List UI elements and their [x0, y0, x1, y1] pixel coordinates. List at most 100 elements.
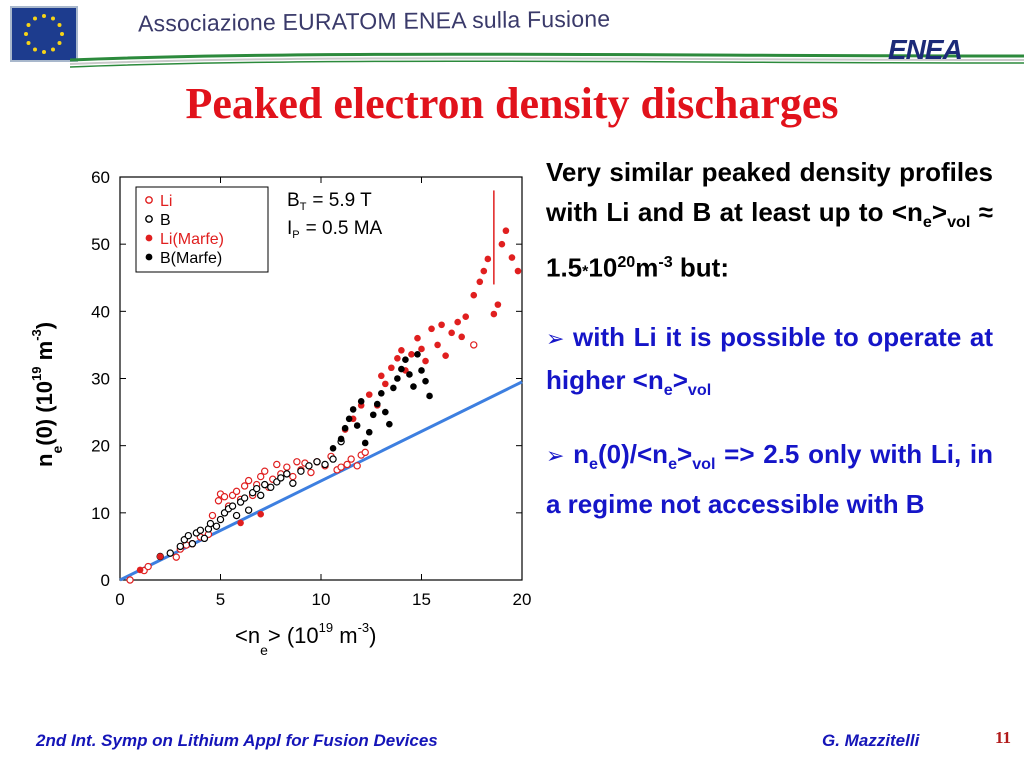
bullet-higher-density: ➢ with Li it is possible to operate at h…	[546, 321, 993, 400]
data-point-li-marfe	[237, 519, 244, 527]
page-number: 11	[995, 728, 1012, 747]
legend-marker-b	[145, 215, 153, 223]
data-point-b-marfe	[382, 408, 389, 416]
data-point-b	[277, 474, 285, 482]
data-point-b-marfe	[402, 356, 409, 363]
data-point-li-marfe	[508, 254, 516, 261]
data-point-b	[267, 483, 275, 492]
y-tick-label: 60	[91, 168, 110, 187]
x-tick-label: 10	[312, 590, 331, 609]
data-point-li-marfe	[428, 325, 435, 333]
data-point-li	[293, 458, 301, 466]
data-point-li-marfe	[448, 329, 455, 337]
data-point-li-marfe	[365, 391, 373, 398]
y-tick-label: 50	[91, 235, 110, 254]
ip-value: = 0.5 MA	[306, 218, 383, 239]
legend-box	[135, 186, 269, 273]
data-point-li-marfe	[462, 313, 470, 321]
chart-annotation: BT = 5.9 T IP = 0.5 MA	[287, 190, 383, 241]
data-point-b-marfe	[398, 365, 405, 373]
enea-logo: ENEA	[888, 34, 963, 65]
arrow-bullet-icon: ➢	[546, 444, 565, 470]
data-point-li-marfe	[136, 566, 144, 574]
data-point-li	[244, 476, 253, 485]
data-point-li-marfe	[438, 321, 445, 329]
data-point-b	[212, 522, 221, 530]
data-point-b-marfe	[341, 424, 349, 432]
data-point-b-marfe	[390, 384, 397, 392]
axis-ticks	[119, 176, 523, 581]
y-tick-label: 0	[101, 571, 110, 590]
data-point-li-marfe	[470, 291, 478, 299]
data-point-b	[200, 534, 209, 543]
bullet-peaking-factor: ➢ ne(0)/<ne>vol => 2.5 only with Li, in …	[546, 439, 993, 520]
data-point-li-marfe	[398, 346, 405, 354]
data-point-li	[208, 511, 217, 520]
data-point-li-marfe	[458, 333, 466, 341]
ip-label: I	[287, 218, 292, 239]
arrow-bullet-icon: ➢	[546, 326, 565, 352]
data-point-li	[353, 462, 361, 470]
data-point-b-marfe	[426, 392, 433, 400]
data-point-li	[214, 497, 223, 505]
data-point-li	[283, 463, 291, 471]
data-point-b	[196, 526, 205, 534]
header-swoosh	[70, 52, 1024, 68]
bt-value: = 5.9 T	[312, 190, 372, 211]
data-point-b	[166, 549, 174, 557]
data-point-li	[220, 493, 229, 501]
data-points	[126, 227, 522, 584]
data-point-b	[176, 542, 184, 551]
ip-sub: P	[292, 229, 299, 241]
data-point-li	[361, 448, 369, 457]
data-point-b-marfe	[365, 428, 373, 436]
legend-marker-li-marfe	[145, 234, 153, 242]
data-point-b-marfe	[369, 411, 377, 419]
data-point-li	[289, 472, 297, 481]
data-point-li	[337, 463, 345, 471]
data-point-b	[184, 531, 193, 540]
data-point-b	[283, 470, 291, 478]
legend-label-b: B	[160, 212, 171, 229]
y-tick-label: 30	[91, 370, 110, 389]
slide-title: Peaked electron density discharges	[185, 79, 839, 128]
x-tick-label: 20	[513, 590, 532, 609]
bt-sub: T	[300, 201, 307, 213]
data-point-b	[329, 455, 337, 463]
data-point-li-marfe	[394, 355, 401, 362]
data-point-b	[188, 540, 197, 548]
data-point-b	[297, 467, 305, 475]
data-point-b-marfe	[373, 400, 381, 408]
y-tick-label: 10	[91, 504, 110, 523]
intro-paragraph: Very similar peaked density profiles wit…	[546, 157, 993, 283]
data-point-li	[347, 455, 355, 463]
data-point-li	[470, 341, 478, 349]
data-point-b-marfe	[406, 371, 413, 378]
data-point-li	[126, 576, 134, 584]
data-point-b-marfe	[337, 435, 345, 443]
y-tick-label: 20	[91, 437, 110, 456]
data-point-b-marfe	[414, 351, 421, 358]
data-point-b-marfe	[345, 415, 353, 423]
data-point-b-marfe	[418, 367, 425, 374]
data-point-b-marfe	[361, 439, 369, 447]
data-point-li-marfe	[502, 227, 510, 235]
data-point-li	[240, 482, 249, 490]
slide-text: Very similar peaked density profiles wit…	[546, 152, 993, 524]
bt-label: B	[287, 190, 300, 211]
data-point-li-marfe	[442, 352, 449, 359]
data-point-b	[313, 458, 321, 466]
legend-label-li: Li	[160, 193, 172, 210]
legend: Li B Li(Marfe) B(Marfe)	[145, 193, 224, 267]
data-point-b	[244, 506, 253, 514]
data-point-li-marfe	[484, 255, 492, 263]
data-point-li-marfe	[494, 301, 502, 308]
data-point-b	[289, 479, 297, 487]
data-point-li-marfe	[257, 510, 265, 518]
data-point-b-marfe	[329, 445, 337, 452]
legend-marker-li	[145, 196, 153, 204]
data-point-li-marfe	[414, 334, 421, 342]
data-point-li-marfe	[480, 267, 488, 275]
x-axis-label: <ne> (1019 m-3)	[235, 620, 376, 658]
data-point-li-marfe	[434, 341, 441, 349]
